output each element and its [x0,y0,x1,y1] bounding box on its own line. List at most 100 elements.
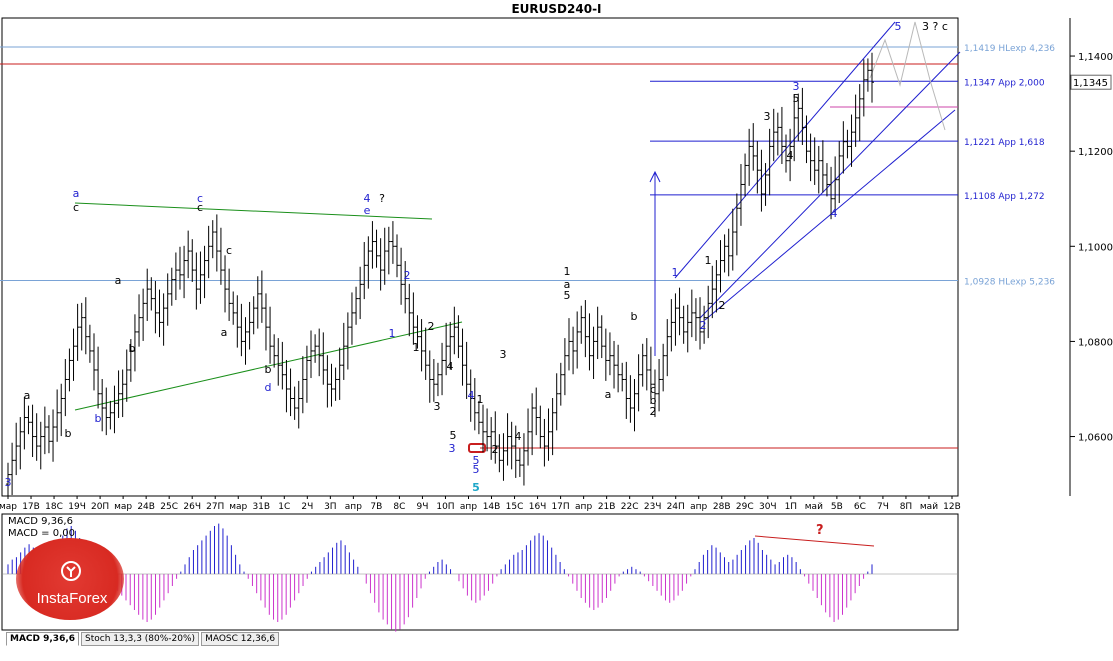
tab-stoch[interactable]: Stoch 13,3,3 (80%-20%) [81,632,200,646]
wave-label: ? [379,192,385,205]
x-axis-tick-label: апр [690,502,707,512]
wave-label: a [24,389,31,402]
price-level-label: 1,1221 App 1,618 [964,138,1045,148]
brand-logo-icon [61,561,81,581]
x-axis-tick-label: 7В [370,502,382,512]
price-level-label: 1,1347 App 2,000 [964,78,1045,88]
wave-label: 4 [468,389,475,402]
wave-label: 5 [793,92,800,105]
x-axis-tick-label: 15С [506,502,524,512]
tab-macd[interactable]: MACD 9,36,6 [6,632,80,646]
wave-label: 3 [449,442,456,455]
wave-label: 3 [5,476,12,489]
wave-label: c [226,244,232,257]
wave-label: 2 [700,319,707,332]
price-plot-frame [1,17,959,497]
wave-label: 5 [564,289,571,302]
x-axis-tick-label: апр [460,502,477,512]
wave-label: 2 [404,269,411,282]
indicator-tabs: MACD 9,36,6 Stoch 13,3,3 (80%-20%) MAOSC… [6,632,280,646]
projection-path [869,21,946,131]
price-level-label: 1,1108 App 1,272 [964,192,1045,202]
wave-label: b [265,363,272,376]
wave-label: 4 [515,430,522,443]
wave-label: 4 [364,192,371,205]
wave-label: 1 [705,254,712,267]
wave-label: 1 [672,266,679,279]
wave-label: 5 [895,20,902,33]
wave-label: 5 [450,429,457,442]
wave-label: 4 [787,149,794,162]
wave-label: 1 [389,327,396,340]
divergence-question-mark: ? [816,523,824,538]
x-axis-tick-label: 26Ч [183,502,201,512]
y-axis-tick-label: 1,0800 [1078,337,1113,348]
x-axis-tick-label: мар [229,502,247,512]
x-axis-tick-label: 22С [621,502,639,512]
x-axis-tick-label: 21В [598,502,616,512]
x-axis-tick-label: 29С [736,502,754,512]
x-axis-tick-label: 8П [900,502,913,512]
wave-label: 3 [793,80,800,93]
wave-label: 2 [719,299,726,312]
x-axis-tick-label: 8С [393,502,405,512]
chart-title: EURUSD240-I [511,2,602,16]
x-axis-tick-label: 16Ч [529,502,547,512]
x-axis-tick-label: 19Ч [68,502,86,512]
wave-label: 2 [492,443,499,456]
x-axis-tick-label: 1П [785,502,798,512]
wave-label: e [364,204,371,217]
wave-label: 3 ? c [922,20,948,33]
wave-label: 4 [447,360,454,373]
x-axis-tick-label: 1С [278,502,290,512]
x-axis-tick-label: 12В [943,502,961,512]
wave-label: 3 [764,110,771,123]
arrow-head-icon [649,170,661,183]
x-axis-tick-label: 18С [45,502,63,512]
blue-channel-mid [699,51,961,319]
wave-label: b [650,394,657,407]
x-axis-tick-label: 2Ч [301,502,313,512]
blue-channel-bottom [704,109,956,321]
x-axis-tick-label: 23Ч [644,502,662,512]
x-axis-tick-label: 24П [667,502,685,512]
red-marker [468,443,486,453]
macd-indicator-name: MACD 9,36,6 [8,516,73,527]
x-axis-tick-label: 27П [206,502,224,512]
wave-label: b [631,310,638,323]
wave-label: a [115,274,122,287]
x-axis-tick-label: 31В [252,502,270,512]
x-axis-tick-label: 24В [137,502,155,512]
x-axis-tick-label: апр [575,502,592,512]
blue-channel-top [674,21,896,279]
x-axis-tick-label: 17П [551,502,569,512]
wave-label: c [73,201,79,214]
wave-label: b [95,412,102,425]
price-level-label: 1,0928 HLexp 5,236 [964,278,1055,288]
green-lower-trendline [74,321,463,411]
wave-label: a [73,187,80,200]
x-axis-tick-label: 3П [324,502,337,512]
x-axis-tick-label: 10П [436,502,454,512]
y-axis-tick-label: 1,1000 [1078,242,1113,253]
instaforex-watermark: InstaForex [10,538,132,626]
divergence-line [754,535,875,547]
wave-label: c [650,383,656,396]
current-price-label: 1,1345 [1073,78,1108,89]
y-axis-tick-label: 1,0600 [1078,433,1113,444]
y-axis-tick-label: 1,1400 [1078,52,1113,63]
wave-label: d [265,381,272,394]
x-axis-tick-label: май [805,502,823,512]
wave-label: 5 [473,454,480,467]
brand-name: InstaForex [36,590,108,607]
tab-maosc[interactable]: MAOSC 12,36,6 [201,632,280,646]
x-axis-tick-label: 30Ч [759,502,777,512]
wave-label: 5 [473,463,480,476]
wave-label: 1 [477,393,484,406]
wave-label: b [65,427,72,440]
wave-label: a [221,326,228,339]
wave-label: c [197,201,203,214]
wave-label: 2 [428,320,435,333]
x-axis-tick-label: мар [114,502,132,512]
